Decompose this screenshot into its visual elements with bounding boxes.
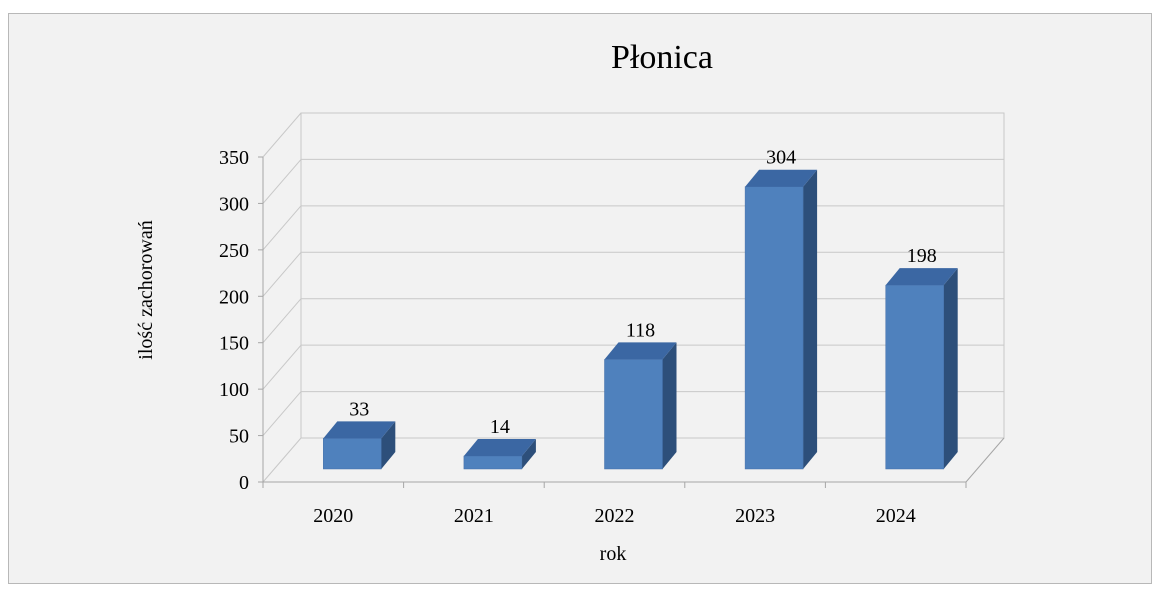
gridline-side-100	[262, 344, 302, 390]
y-tick-label-300: 300	[219, 193, 249, 215]
x-tick-label-2021: 2021	[454, 505, 494, 527]
data-label-2021: 14	[490, 416, 510, 438]
bar-side-2022	[662, 342, 677, 469]
gridline-side-150	[262, 298, 302, 344]
bar-top-2020	[323, 421, 396, 439]
gridline-side-350	[262, 112, 302, 158]
gridline-side-250	[262, 205, 302, 251]
axes	[258, 112, 1005, 488]
bar-2024	[885, 284, 944, 470]
chart-title: Płonica	[611, 39, 713, 76]
bar-top-2023	[745, 169, 818, 187]
y-tick-label-250: 250	[219, 240, 249, 262]
bar-2023	[744, 186, 804, 470]
gridline-side-50	[262, 391, 302, 436]
y-tick-label-350: 350	[219, 147, 249, 169]
gridline-side-0	[262, 437, 302, 483]
gridline-side-200	[262, 251, 302, 297]
data-label-2023: 304	[766, 147, 796, 169]
tick-labels: 0 50 100 150 200 250 300 350 2020 2021 2022 2023 202…	[219, 147, 916, 527]
y-tick-label-150: 150	[219, 333, 249, 355]
bar-side-2020	[381, 421, 396, 469]
bar-top-2024	[885, 268, 958, 286]
y-tick-label-100: 100	[219, 379, 249, 401]
data-label-2020: 33	[349, 398, 369, 420]
bar-side-2023	[803, 169, 818, 469]
floor-right-edge	[965, 437, 1005, 483]
data-label-2024: 198	[907, 245, 937, 267]
y-tick-label-200: 200	[219, 286, 249, 308]
x-axis-label: rok	[600, 543, 627, 565]
bar-2020	[323, 438, 382, 470]
x-tick-label-2020: 2020	[313, 505, 353, 527]
bar-2021	[463, 455, 523, 470]
x-tick-label-2022: 2022	[595, 505, 635, 527]
bar-top-2021	[463, 439, 536, 456]
bar-side-2024	[943, 268, 958, 469]
bar-side-2021	[521, 439, 536, 469]
y-tick-label-50: 50	[229, 426, 249, 448]
x-tick-label-2023: 2023	[735, 505, 775, 527]
y-axis-label: ilość zachorowań	[135, 220, 157, 359]
data-labels: 33 14 118 304 198	[349, 147, 936, 438]
gridline-side-300	[262, 159, 302, 204]
y-tick-label-0: 0	[239, 472, 249, 494]
x-tick-label-2024: 2024	[876, 505, 916, 527]
bars	[323, 169, 958, 470]
bar-2022	[604, 359, 663, 470]
bar-top-2022	[604, 342, 677, 360]
data-label-2022: 118	[626, 319, 655, 341]
